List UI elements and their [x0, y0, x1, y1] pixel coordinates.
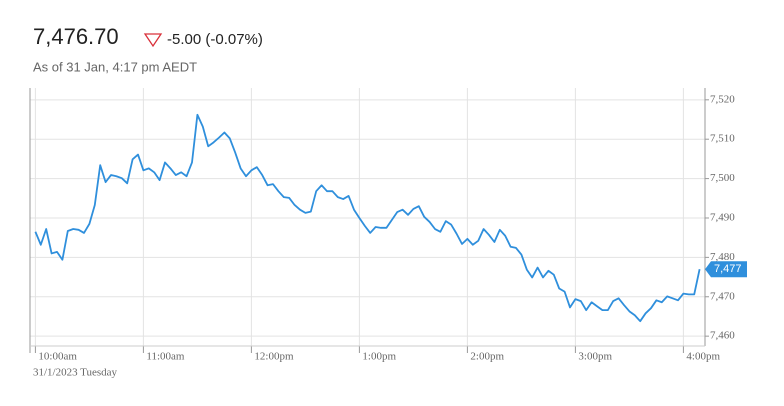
y-tick-label: 7,510	[710, 133, 735, 145]
last-value-label: 7,477	[714, 263, 742, 275]
y-tick-label: 7,490	[710, 212, 735, 224]
as-of: As of 31 Jan, 4:17 pm AEDT	[33, 59, 197, 74]
x-tick-label: 12:00pm	[254, 351, 294, 363]
down-arrow	[143, 33, 163, 48]
x-tick-label: 2:00pm	[470, 351, 504, 363]
date-label: 31/1/2023 Tuesday	[33, 367, 118, 379]
x-tick-label: 11:00am	[146, 351, 185, 363]
y-tick-label: 7,500	[710, 172, 735, 184]
y-tick-label: 7,470	[710, 290, 735, 302]
x-tick-label: 10:00am	[38, 351, 77, 363]
price: 7,476.70	[33, 24, 119, 49]
y-tick-label: 7,520	[710, 93, 735, 105]
x-tick-label: 3:00pm	[578, 351, 612, 363]
x-tick-label: 1:00pm	[362, 351, 396, 363]
x-tick-label: 4:00pm	[686, 351, 720, 363]
y-tick-label: 7,460	[710, 330, 735, 342]
y-tick-label: 7,480	[710, 251, 735, 263]
price-line	[34, 113, 701, 323]
change: -5.00 (-0.07%)	[167, 31, 263, 48]
last-value-tag	[705, 261, 747, 278]
